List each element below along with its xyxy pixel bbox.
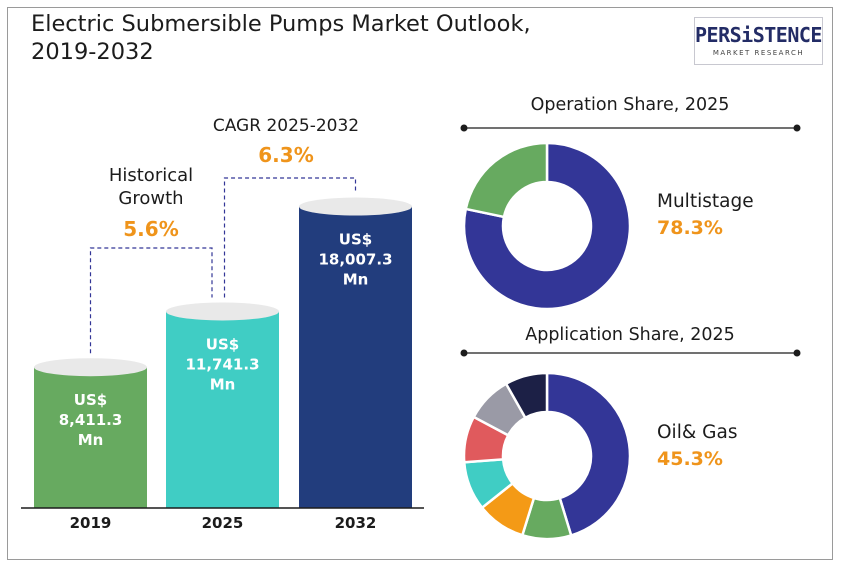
bar-value-label-2032: 18,007.3 — [318, 251, 392, 269]
bar-2025 — [166, 311, 279, 508]
bar-value-label-2025: Mn — [210, 375, 236, 393]
page-title: Electric Submersible Pumps Market Outloo… — [31, 10, 531, 66]
title-rule-dot — [793, 349, 801, 357]
bar-value-label-2019: US$ — [74, 391, 107, 409]
bar-2019 — [34, 367, 147, 508]
donut-slice-1 — [462, 141, 632, 311]
title-line-1: Electric Submersible Pumps Market Outloo… — [31, 11, 531, 37]
bar-value-label-2032: US$ — [339, 231, 372, 249]
title-line-2: 2019-2032 — [31, 39, 154, 65]
logo-tagline: MARKET RESEARCH — [712, 49, 805, 57]
donut-slice-7 — [504, 371, 549, 420]
application-share-chart: Application Share, 2025 Oil& Gas 45.3% — [460, 325, 801, 541]
historical-growth-label: Growth — [118, 188, 183, 209]
bar-top-2032 — [299, 197, 412, 216]
highlight-name: Multistage — [657, 191, 754, 212]
bar-top-2025 — [166, 302, 279, 321]
donut-slice-2 — [464, 141, 549, 219]
historical-growth-connector — [89, 247, 213, 354]
logo-wordmark: PERSiSTENCE — [695, 23, 822, 47]
bar-value-label-2019: Mn — [78, 431, 104, 449]
title-rule-dot — [460, 349, 468, 357]
brand-logo: PERSiSTENCE MARKET RESEARCH — [694, 17, 823, 65]
cagr-connector — [223, 177, 357, 298]
x-tick-label: 2025 — [202, 514, 244, 532]
bar-2032 — [299, 206, 412, 508]
bar-value-label-2025: 11,741.3 — [185, 355, 259, 373]
title-rule-dot — [460, 124, 468, 132]
historical-growth-label: Historical — [109, 165, 193, 186]
historical-growth-value: 5.6% — [123, 217, 178, 241]
highlight-name: Oil& Gas — [657, 422, 737, 443]
bar-top-2019 — [34, 358, 147, 377]
donut-slice-1 — [545, 371, 632, 537]
donut-title: Operation Share, 2025 — [531, 95, 730, 115]
infographic-frame — [7, 7, 833, 560]
x-tick-label: 2032 — [335, 514, 377, 532]
cagr-value: 6.3% — [258, 143, 313, 167]
bar-value-label-2019: 8,411.3 — [59, 411, 123, 429]
donut-title: Application Share, 2025 — [525, 325, 735, 345]
bar-value-label-2032: Mn — [343, 271, 369, 289]
highlight-value: 78.3% — [657, 217, 723, 239]
bar-value-label-2025: US$ — [206, 335, 239, 353]
bar-chart: US$ 8,411.3 Mn 2019 US$ 11,741.3 Mn 2025 US$ 18,0… — [21, 116, 424, 532]
operation-share-chart: Operation Share, 2025 Multistage 78.3% — [460, 95, 801, 311]
highlight-value: 45.3% — [657, 448, 723, 470]
title-rule-dot — [793, 124, 801, 132]
cagr-label: CAGR 2025-2032 — [213, 116, 359, 136]
x-tick-label: 2019 — [70, 514, 112, 532]
